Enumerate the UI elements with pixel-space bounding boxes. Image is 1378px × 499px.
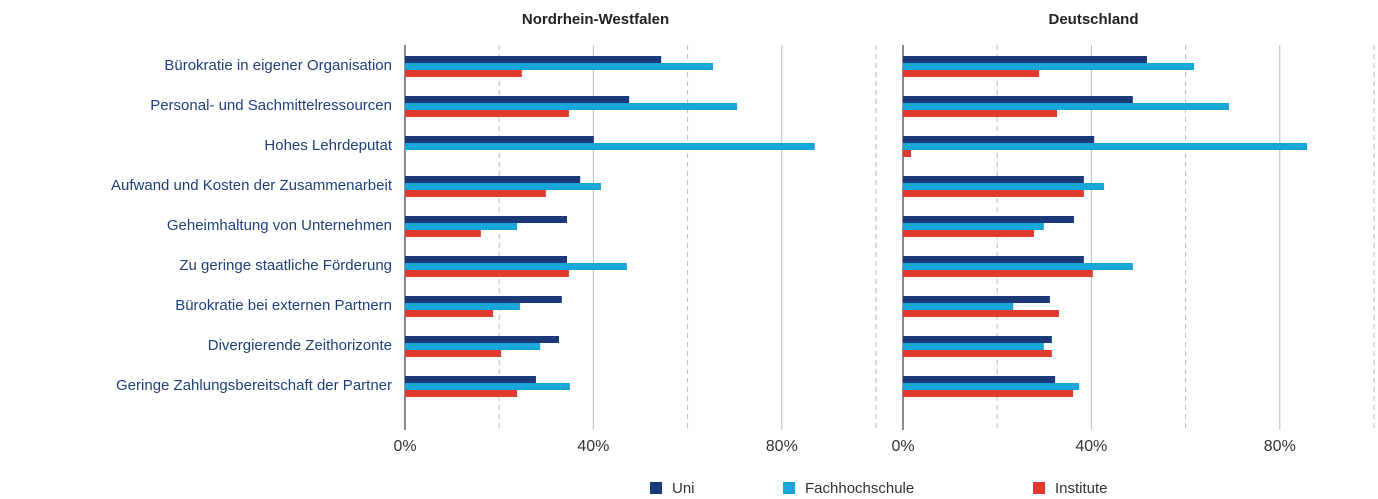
bar [405, 390, 518, 397]
bar [405, 63, 714, 70]
bar [903, 56, 1147, 63]
bar [405, 190, 546, 197]
x-tick-label: 80% [766, 438, 798, 455]
bar [903, 183, 1105, 190]
bar [405, 310, 494, 317]
bar [903, 336, 1052, 343]
bar [903, 303, 1014, 310]
bar [405, 263, 627, 270]
bar [405, 350, 502, 357]
x-tick-label: 0% [891, 438, 914, 455]
bar [405, 336, 560, 343]
bar [405, 183, 601, 190]
bar [903, 96, 1133, 103]
bar [903, 256, 1084, 263]
bar [903, 216, 1074, 223]
bar [903, 263, 1133, 270]
category-label: Aufwand und Kosten der Zusammenarbeit [111, 177, 393, 194]
x-tick-label: 80% [1264, 438, 1296, 455]
panel-title: Deutschland [1048, 11, 1138, 28]
bar [903, 376, 1056, 383]
category-label: Bürokratie bei externen Partnern [175, 297, 392, 314]
x-tick-label: 40% [1075, 438, 1107, 455]
bar [405, 143, 815, 150]
legend-swatch [650, 482, 662, 494]
bar [903, 176, 1084, 183]
bar [405, 70, 522, 77]
legend-label: Uni [672, 480, 695, 497]
bar [405, 230, 481, 237]
bar [405, 303, 520, 310]
category-label: Bürokratie in eigener Organisation [164, 57, 392, 74]
bar [903, 143, 1308, 150]
bar [405, 110, 569, 117]
legend-label: Fachhochschule [805, 480, 914, 497]
bar [405, 136, 594, 143]
x-tick-label: 40% [577, 438, 609, 455]
bar [405, 376, 536, 383]
bar [405, 256, 568, 263]
legend-swatch [1033, 482, 1045, 494]
bar [903, 136, 1095, 143]
bar [405, 216, 568, 223]
bar [405, 343, 541, 350]
x-tick-label: 0% [393, 438, 416, 455]
category-label: Geheimhaltung von Unternehmen [167, 217, 392, 234]
bar [903, 70, 1040, 77]
bar [405, 223, 518, 230]
bar [903, 296, 1050, 303]
category-label: Zu geringe staatliche Förderung [179, 257, 392, 274]
bar [903, 343, 1044, 350]
bar [903, 270, 1093, 277]
legend-swatch [783, 482, 795, 494]
category-label: Hohes Lehrdeputat [264, 137, 392, 154]
bar [405, 383, 570, 390]
bar [903, 223, 1044, 230]
bar [903, 390, 1074, 397]
bar [903, 63, 1195, 70]
panel-title: Nordrhein-Westfalen [522, 11, 669, 28]
bar [903, 310, 1059, 317]
bar [405, 103, 738, 110]
bar [405, 56, 662, 63]
bar [903, 350, 1052, 357]
bar [903, 230, 1034, 237]
bar [405, 96, 630, 103]
bar [405, 270, 569, 277]
bar [903, 103, 1229, 110]
bar [903, 190, 1084, 197]
category-label: Divergierende Zeithorizonte [208, 337, 392, 354]
bar [903, 110, 1058, 117]
bar [903, 150, 912, 157]
bar [405, 176, 581, 183]
category-label: Personal- und Sachmittelressourcen [150, 97, 392, 114]
bar [903, 383, 1080, 390]
category-label: Geringe Zahlungsbereitschaft der Partner [116, 377, 392, 394]
legend-label: Institute [1055, 480, 1108, 497]
bar [405, 296, 562, 303]
